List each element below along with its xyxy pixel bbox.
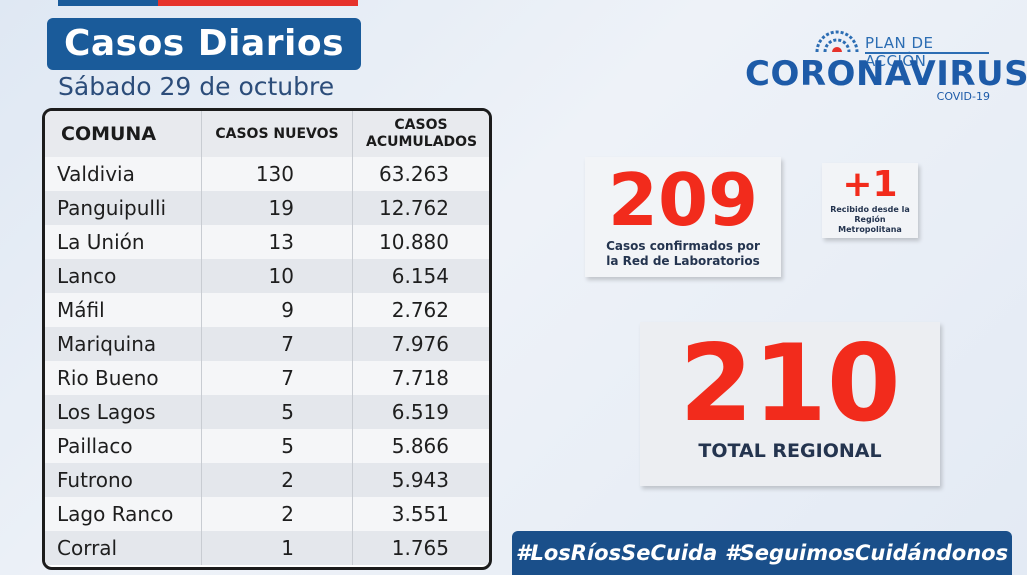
table-header-row: COMUNA CASOS NUEVOS CASOS ACUMULADOS: [45, 111, 489, 157]
hashtag-losrios: #LosRíosSeCuida: [515, 541, 718, 565]
logo-divider: [865, 52, 989, 54]
report-date: Sábado 29 de octubre: [58, 72, 335, 101]
flag-stripe: [58, 0, 358, 6]
cell-comuna: Máfil: [45, 293, 202, 327]
table-row: Los Lagos 5 6.519: [45, 395, 489, 429]
cell-casos-nuevos: 7: [201, 327, 353, 361]
cell-comuna: La Unión: [45, 225, 202, 259]
table-row: Futrono 2 5.943: [45, 463, 489, 497]
cell-casos-nuevos: 130: [201, 157, 353, 191]
cell-casos-nuevos: 2: [201, 463, 353, 497]
table-row: Lago Ranco 2 3.551: [45, 497, 489, 531]
cell-casos-acumulados: 6.519: [352, 395, 489, 429]
cell-comuna: Lago Ranco: [45, 497, 202, 531]
cell-casos-acumulados: 63.263: [352, 157, 489, 191]
header-casos-acumulados: CASOS ACUMULADOS: [352, 111, 489, 157]
rm-cases-value: +1: [842, 164, 898, 205]
logo-plan-text: PLAN DE ACCIÓN: [865, 34, 934, 70]
table-row: Mariquina 7 7.976: [45, 327, 489, 361]
lab-cases-label: Casos confirmados por la Red de Laborato…: [606, 239, 760, 268]
logo-coronavirus-text: CORONAVIRUS: [745, 54, 1027, 94]
total-regional-value: 210: [679, 322, 901, 445]
logo-covid-text: COVID-19: [936, 90, 990, 103]
lab-cases-card: 209 Casos confirmados por la Red de Labo…: [585, 157, 781, 277]
total-regional-label: TOTAL REGIONAL: [698, 440, 882, 462]
cell-casos-acumulados: 7.976: [352, 327, 489, 361]
table-row: Corral 1 1.765: [45, 531, 489, 565]
header-casos-acumulados-label: CASOS ACUMULADOS: [366, 117, 478, 150]
cell-casos-acumulados: 12.762: [352, 191, 489, 225]
table-row: Lanco 10 6.154: [45, 259, 489, 293]
rm-cases-card: +1 Recibido desde la Región Metropolitan…: [822, 163, 918, 238]
cell-comuna: Los Lagos: [45, 395, 202, 429]
table-row: La Unión 13 10.880: [45, 225, 489, 259]
cell-comuna: Futrono: [45, 463, 202, 497]
page-title: Casos Diarios: [47, 18, 361, 70]
cell-casos-acumulados: 1.765: [352, 531, 489, 565]
cases-table: COMUNA CASOS NUEVOS CASOS ACUMULADOS Val…: [42, 108, 492, 570]
cell-casos-nuevos: 2: [201, 497, 353, 531]
cell-casos-nuevos: 19: [201, 191, 353, 225]
cell-casos-nuevos: 10: [201, 259, 353, 293]
cell-casos-acumulados: 7.718: [352, 361, 489, 395]
cell-comuna: Corral: [45, 531, 202, 565]
cell-casos-nuevos: 5: [201, 395, 353, 429]
cell-comuna: Valdivia: [45, 157, 202, 191]
cell-casos-nuevos: 13: [201, 225, 353, 259]
coronavirus-plan-logo: PLAN DE ACCIÓN CORONAVIRUS COVID-19: [745, 28, 1027, 108]
header-comuna: COMUNA: [45, 111, 202, 157]
cell-casos-acumulados: 10.880: [352, 225, 489, 259]
total-regional-card: 210 TOTAL REGIONAL: [640, 322, 940, 486]
cell-casos-acumulados: 5.943: [352, 463, 489, 497]
lab-cases-value: 209: [607, 158, 759, 242]
cell-comuna: Mariquina: [45, 327, 202, 361]
cell-comuna: Panguipulli: [45, 191, 202, 225]
cell-casos-nuevos: 9: [201, 293, 353, 327]
table-row: Máfil 9 2.762: [45, 293, 489, 327]
cell-casos-nuevos: 7: [201, 361, 353, 395]
cell-comuna: Rio Bueno: [45, 361, 202, 395]
cell-casos-acumulados: 6.154: [352, 259, 489, 293]
cell-casos-nuevos: 1: [201, 531, 353, 565]
header-casos-nuevos: CASOS NUEVOS: [201, 111, 353, 157]
hashtag-seguimos: #SeguimosCuidándonos: [725, 541, 1009, 565]
rm-cases-label: Recibido desde la Región Metropolitana: [830, 205, 910, 234]
table-row: Panguipulli 19 12.762: [45, 191, 489, 225]
table-row: Rio Bueno 7 7.718: [45, 361, 489, 395]
cell-comuna: Paillaco: [45, 429, 202, 463]
cell-casos-acumulados: 3.551: [352, 497, 489, 531]
table-row: Paillaco 5 5.866: [45, 429, 489, 463]
hashtag-banner: #LosRíosSeCuida #SeguimosCuidándonos: [512, 531, 1012, 575]
sun-rays-icon: [815, 30, 859, 53]
table-row: Valdivia 130 63.263: [45, 157, 489, 191]
cell-comuna: Lanco: [45, 259, 202, 293]
cell-casos-nuevos: 5: [201, 429, 353, 463]
cell-casos-acumulados: 5.866: [352, 429, 489, 463]
cell-casos-acumulados: 2.762: [352, 293, 489, 327]
